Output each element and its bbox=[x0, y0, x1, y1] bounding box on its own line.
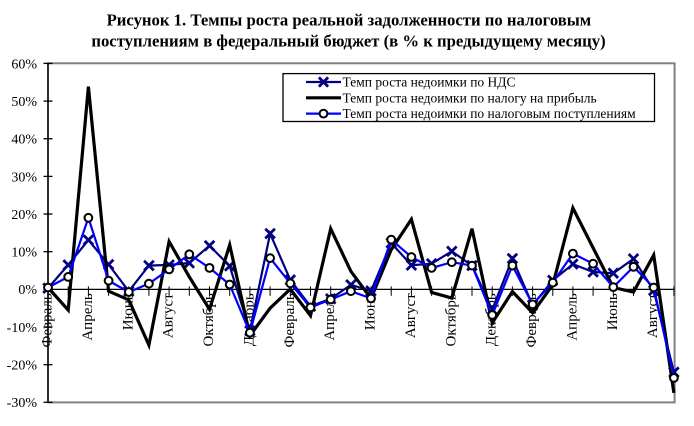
svg-text:Апрель: Апрель bbox=[322, 293, 338, 341]
svg-text:10%: 10% bbox=[11, 246, 37, 261]
svg-text:40%: 40% bbox=[11, 133, 37, 148]
svg-text:30%: 30% bbox=[11, 170, 37, 185]
svg-text:20%: 20% bbox=[11, 208, 37, 223]
svg-text:Октябрь: Октябрь bbox=[443, 293, 459, 346]
svg-text:Рисунок 1. Темпы роста реально: Рисунок 1. Темпы роста реальной задолжен… bbox=[107, 11, 592, 30]
svg-text:Февраль: Февраль bbox=[40, 293, 56, 347]
svg-text:-10%: -10% bbox=[7, 321, 38, 336]
svg-text:Июнь: Июнь bbox=[363, 293, 379, 330]
svg-text:Темп роста недоимки по налогов: Темп роста недоимки по налоговым поступл… bbox=[343, 106, 637, 121]
svg-text:Август: Август bbox=[161, 293, 177, 338]
svg-text:Февраль: Февраль bbox=[282, 293, 298, 347]
svg-text:Июнь: Июнь bbox=[605, 293, 621, 330]
svg-text:0%: 0% bbox=[18, 283, 37, 298]
svg-text:Июнь: Июнь bbox=[120, 293, 136, 330]
svg-text:Апрель: Апрель bbox=[564, 293, 580, 341]
svg-text:50%: 50% bbox=[11, 95, 37, 110]
svg-text:Темп роста недоимки по налогу: Темп роста недоимки по налогу на прибыль bbox=[343, 90, 597, 105]
svg-text:60%: 60% bbox=[11, 57, 37, 72]
svg-text:поступлениям в федеральный бюд: поступлениям в федеральный бюджет (в % к… bbox=[91, 32, 605, 51]
svg-text:-30%: -30% bbox=[7, 396, 38, 411]
svg-text:Октябрь: Октябрь bbox=[201, 293, 217, 346]
svg-text:Темп роста недоимки по НДС: Темп роста недоимки по НДС bbox=[343, 75, 516, 90]
svg-text:Апрель: Апрель bbox=[80, 293, 96, 341]
svg-text:Август: Август bbox=[403, 293, 419, 338]
svg-text:-20%: -20% bbox=[7, 359, 38, 374]
